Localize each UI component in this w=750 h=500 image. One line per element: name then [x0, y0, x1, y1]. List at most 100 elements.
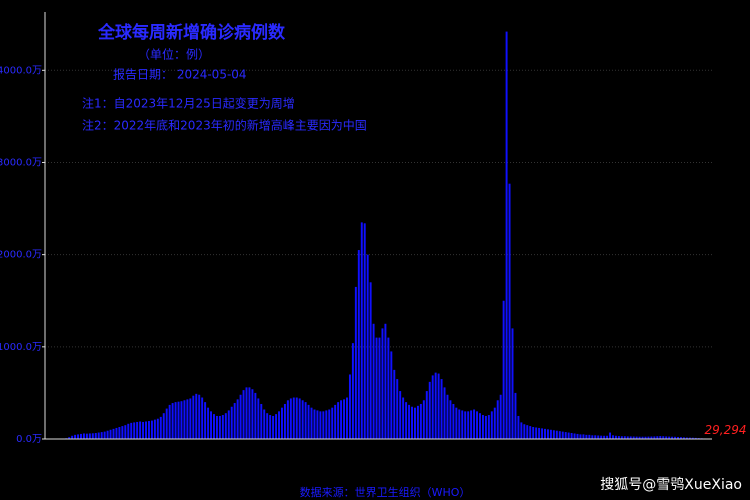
bar: [343, 399, 346, 439]
bar: [266, 413, 269, 439]
bar: [502, 300, 505, 439]
bar: [473, 409, 476, 439]
report-date: 报告日期： 2024-05-04: [113, 67, 247, 82]
note: 注2：2022年底和2023年初的新增高峰主要因为中国: [82, 118, 367, 133]
bar: [659, 436, 662, 439]
bar: [402, 397, 405, 439]
bar: [476, 411, 479, 439]
bar: [538, 427, 541, 439]
bar: [620, 436, 623, 439]
bar: [133, 422, 136, 439]
bar: [470, 410, 473, 439]
bar: [647, 436, 650, 439]
bar: [682, 437, 685, 439]
bar: [632, 436, 635, 439]
bar: [612, 435, 614, 439]
bar: [180, 401, 183, 439]
bar: [496, 400, 499, 439]
bar: [617, 436, 620, 439]
bar: [74, 434, 77, 439]
bar: [399, 391, 402, 439]
bar: [487, 415, 490, 439]
bar: [458, 409, 461, 439]
bar: [150, 420, 153, 439]
x-axis-label: 数据来源：世界卫生组织（WHO）: [300, 485, 471, 499]
bar: [369, 282, 372, 439]
bar: [561, 431, 564, 439]
bar: [467, 411, 470, 439]
bar: [650, 436, 653, 439]
bar: [198, 394, 201, 439]
bar: [103, 431, 106, 439]
bar: [310, 407, 313, 439]
bar: [576, 433, 579, 439]
bar: [159, 416, 162, 439]
bar: [189, 398, 192, 439]
bar: [694, 437, 697, 439]
bar: [523, 424, 526, 439]
bar: [295, 397, 298, 439]
bar: [546, 429, 549, 439]
bar: [245, 387, 248, 439]
bar: [316, 410, 319, 439]
bar: [68, 437, 71, 439]
bar: [251, 389, 254, 439]
bar: [298, 398, 301, 439]
bar: [280, 407, 283, 439]
bar: [80, 433, 82, 439]
y-tick-label: 0.0万: [16, 434, 42, 445]
bar: [665, 436, 668, 439]
bar: [357, 250, 360, 439]
bar: [233, 403, 236, 439]
bar: [292, 397, 295, 439]
bar: [227, 410, 230, 439]
bar: [106, 430, 109, 439]
bar: [360, 222, 363, 439]
bar: [606, 435, 609, 439]
bar: [207, 407, 210, 439]
bar: [679, 437, 682, 439]
bar: [221, 415, 224, 439]
bar: [192, 395, 195, 439]
bar: [544, 428, 546, 439]
bar: [600, 435, 603, 439]
bar: [100, 432, 103, 439]
bar: [555, 430, 558, 439]
bar: [257, 398, 260, 439]
bar: [384, 323, 387, 439]
bar: [85, 433, 88, 439]
bar: [88, 433, 91, 439]
bar: [635, 436, 638, 439]
bar: [603, 435, 606, 439]
bar: [168, 404, 171, 439]
bar: [541, 428, 544, 439]
bar: [260, 403, 263, 439]
chart-title: 全球每周新增确诊病例数: [97, 22, 286, 43]
bar: [121, 426, 124, 439]
bar: [688, 437, 691, 439]
bar: [505, 31, 508, 439]
bar: [115, 427, 118, 439]
bar: [532, 427, 535, 439]
bar: [549, 429, 552, 439]
bar: [490, 411, 493, 439]
bar: [408, 404, 411, 439]
bar: [508, 183, 511, 439]
bar: [346, 397, 348, 439]
bar: [77, 434, 80, 439]
bar: [236, 399, 239, 439]
bar: [301, 400, 304, 439]
bar: [529, 426, 532, 439]
bar: [201, 397, 204, 439]
bar: [124, 425, 127, 439]
y-tick-label: 2000.0万: [0, 250, 42, 261]
bar: [479, 413, 481, 439]
bar: [662, 436, 665, 439]
bar: [443, 387, 446, 439]
bar: [626, 436, 629, 439]
y-tick-label: 1000.0万: [0, 342, 42, 353]
bar: [145, 421, 147, 439]
bar: [493, 407, 496, 439]
bar: [440, 379, 443, 439]
